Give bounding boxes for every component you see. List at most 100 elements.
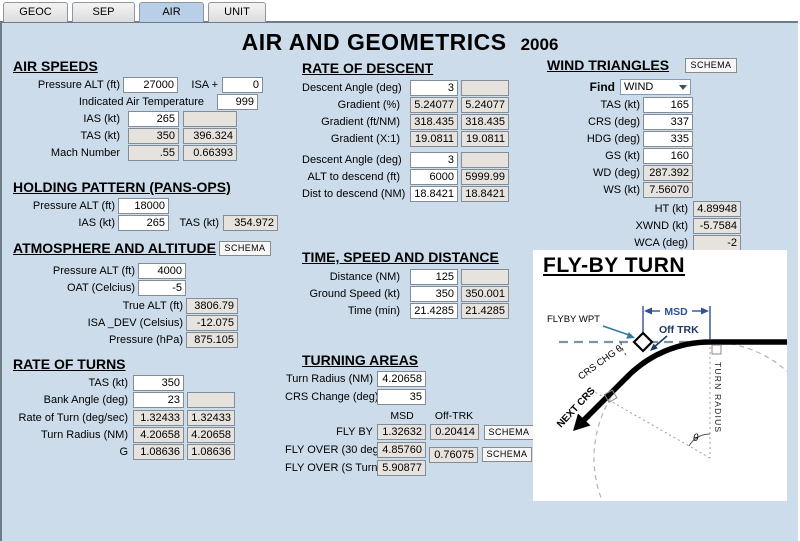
page-title: AIR AND GEOMETRICS 2006 bbox=[2, 29, 798, 56]
tab-sep[interactable]: SEP bbox=[72, 2, 135, 22]
flyover-schema-button[interactable]: SCHEMA bbox=[482, 447, 532, 462]
rate-of-turn-field-2: 1.32433 bbox=[187, 410, 235, 426]
tas-field: 350 bbox=[128, 128, 179, 144]
g-label: G bbox=[119, 446, 128, 458]
wt-xwnd-field: -5.7584 bbox=[693, 218, 741, 234]
rate-of-turn-label: Rate of Turn (deg/sec) bbox=[18, 412, 128, 424]
rot-tas-input[interactable]: 350 bbox=[133, 375, 184, 391]
oat-input[interactable]: -5 bbox=[138, 280, 186, 296]
wind-schema-button[interactable]: SCHEMA bbox=[685, 58, 737, 73]
time-input[interactable]: 21.4285 bbox=[410, 303, 458, 319]
rot-tas-label: TAS (kt) bbox=[88, 377, 128, 389]
time-label: Time (min) bbox=[347, 305, 400, 317]
flyover-offtrk-field: 0.76075 bbox=[429, 447, 478, 463]
section-wind-triangles: WIND TRIANGLES SCHEMA Find WIND TAS (kt)… bbox=[547, 57, 797, 252]
flyby-wpt-arrow-head bbox=[626, 332, 635, 339]
flyovers-label: FLY OVER (S Turn) bbox=[285, 462, 382, 474]
wt-hdg-label: HDG (deg) bbox=[586, 133, 640, 145]
rate-of-turn-field-1: 1.32433 bbox=[133, 410, 184, 426]
tab-air[interactable]: AIR bbox=[139, 2, 204, 22]
off-trk-arrow-head bbox=[650, 343, 658, 351]
bank-angle-input[interactable]: 23 bbox=[133, 392, 184, 408]
ground-speed-label: Ground Speed (kt) bbox=[309, 288, 401, 300]
wt-crs-input[interactable]: 337 bbox=[643, 114, 693, 130]
flyover30-msd-field: 4.85760 bbox=[377, 442, 426, 458]
gradient-pct-field-1: 5.24077 bbox=[410, 97, 458, 113]
ta-turn-radius-label: Turn Radius (NM) bbox=[286, 373, 373, 385]
flyby-wpt-label: FLYBY WPT bbox=[547, 314, 600, 325]
wt-wd-field: 287.392 bbox=[643, 165, 693, 181]
alt-descend-calc-field: 5999.99 bbox=[461, 169, 509, 185]
crs-change-input[interactable]: 35 bbox=[377, 389, 426, 405]
alt-descend-input[interactable]: 6000 bbox=[410, 169, 458, 185]
oat-label: OAT (Celcius) bbox=[66, 282, 135, 294]
section-rate-of-turns: RATE OF TURNS TAS (kt) 350 Bank Angle (d… bbox=[13, 356, 235, 461]
flyby-offtrk-field: 0.20414 bbox=[430, 424, 479, 440]
distance-label: Distance (NM) bbox=[329, 271, 400, 283]
isa-input[interactable]: 0 bbox=[222, 77, 263, 93]
tab-unit[interactable]: UNIT bbox=[208, 2, 266, 22]
wt-wca-field: -2 bbox=[693, 235, 741, 251]
tab-geoc[interactable]: GEOC bbox=[3, 2, 68, 22]
descent-angle1-input[interactable]: 3 bbox=[410, 80, 458, 96]
descent-angle2-calc-field bbox=[461, 152, 509, 168]
true-alt-label: True ALT (ft) bbox=[122, 300, 183, 312]
page-title-year: 2006 bbox=[520, 35, 559, 54]
crs-chg-label: CRS CHG θ bbox=[576, 343, 624, 382]
iat-input[interactable]: 999 bbox=[217, 94, 258, 110]
turn-circle-arc bbox=[593, 341, 787, 501]
offtrk-column-header: Off-TRK bbox=[434, 410, 474, 422]
mach-field: .55 bbox=[128, 145, 179, 161]
msd-arrow-right-head bbox=[701, 307, 709, 315]
mach-calc-field: 0.66393 bbox=[183, 145, 237, 161]
wt-crs-label: CRS (deg) bbox=[588, 116, 640, 128]
flyby-turn-diagram: FLY-BY TURN θ M bbox=[533, 250, 787, 501]
turn-radius-label: Turn Radius (NM) bbox=[41, 429, 128, 441]
ias-input[interactable]: 265 bbox=[128, 111, 179, 127]
holding-pressure-alt-label: Pressure ALT (ft) bbox=[32, 200, 115, 212]
flyovers-msd-field: 5.90877 bbox=[377, 460, 426, 476]
wt-gs-input[interactable]: 160 bbox=[643, 148, 693, 164]
wt-tas-label: TAS (kt) bbox=[600, 99, 640, 111]
flight-path bbox=[582, 339, 787, 422]
descent-angle2-label: Descent Angle (deg) bbox=[302, 154, 402, 166]
gradient-pct-label: Gradient (%) bbox=[337, 99, 400, 111]
descent-angle1-calc-field bbox=[461, 80, 509, 96]
holding-ias-input[interactable]: 265 bbox=[118, 215, 169, 231]
dist-descend-input[interactable]: 18.8421 bbox=[410, 186, 458, 202]
flyby-turn-heading: FLY-BY TURN bbox=[543, 254, 686, 277]
flyby-msd-field: 1.32632 bbox=[377, 424, 426, 440]
tab-bar: GEOC SEP AIR UNIT bbox=[3, 2, 266, 22]
bank-angle-label: Bank Angle (deg) bbox=[43, 394, 128, 406]
ground-speed-input[interactable]: 350 bbox=[410, 286, 458, 302]
pressure-alt-input[interactable]: 27000 bbox=[123, 77, 178, 93]
bank-angle-calc-field bbox=[187, 392, 235, 408]
gradient-pct-field-2: 5.24077 bbox=[461, 97, 509, 113]
wt-ws-field: 7.56070 bbox=[643, 182, 693, 198]
wt-tas-input[interactable]: 165 bbox=[643, 97, 693, 113]
gradient-x1-label: Gradient (X:1) bbox=[330, 133, 400, 145]
descent-angle1-label: Descent Angle (deg) bbox=[302, 82, 402, 94]
ta-turn-radius-input[interactable]: 4.20658 bbox=[377, 371, 426, 387]
find-dropdown-value: WIND bbox=[624, 81, 654, 93]
wt-hdg-input[interactable]: 335 bbox=[643, 131, 693, 147]
mach-label: Mach Number bbox=[50, 147, 120, 159]
holding-ias-label: IAS (kt) bbox=[78, 217, 115, 229]
distance-input[interactable]: 125 bbox=[410, 269, 458, 285]
find-dropdown[interactable]: WIND bbox=[620, 79, 691, 95]
tas-calc-field: 396.324 bbox=[183, 128, 237, 144]
chevron-down-icon bbox=[679, 85, 687, 90]
right-angle-marker-nextcrs bbox=[603, 389, 618, 404]
descent-angle2-input[interactable]: 3 bbox=[410, 152, 458, 168]
ias-label: IAS (kt) bbox=[83, 113, 120, 125]
flyby-schema-button[interactable]: SCHEMA bbox=[484, 424, 534, 440]
msd-arrow-left-head bbox=[644, 307, 652, 315]
wt-ht-label: HT (kt) bbox=[654, 203, 688, 215]
dist-descend-label: Dist to descend (NM) bbox=[302, 188, 406, 200]
atm-pressure-alt-input[interactable]: 4000 bbox=[138, 263, 186, 279]
section-turning-areas: TURNING AREAS Turn Radius (NM) 4.20658 C… bbox=[285, 352, 535, 482]
holding-pressure-alt-input[interactable]: 18000 bbox=[118, 198, 169, 214]
atmosphere-schema-button[interactable]: SCHEMA bbox=[219, 241, 271, 256]
gradient-x1-field-1: 19.0811 bbox=[410, 131, 458, 147]
holding-tas-label: TAS (kt) bbox=[179, 217, 219, 229]
